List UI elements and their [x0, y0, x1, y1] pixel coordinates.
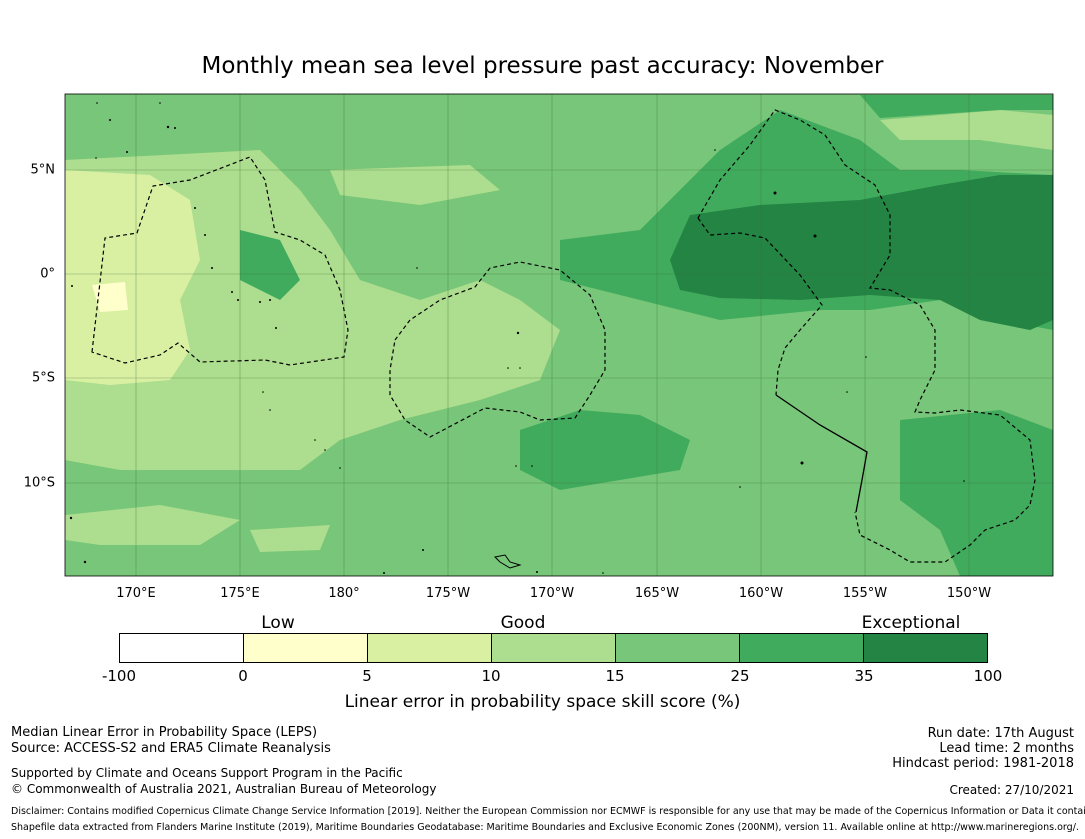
footer-lead-time: Lead time: 2 months: [939, 741, 1074, 756]
colorbar-tick: -100: [101, 667, 137, 685]
lon-tick: 175°E: [220, 586, 260, 601]
island-marks: [69, 102, 965, 574]
footer-method: Median Linear Error in Probability Space…: [11, 725, 318, 740]
skill-region-mid-green: [860, 95, 1053, 118]
lon-tick: 160°W: [738, 586, 784, 601]
colorbar-swatch: [864, 634, 987, 662]
footer-created: Created: 27/10/2021: [949, 783, 1074, 797]
lon-tick: 150°W: [946, 586, 992, 601]
footer-support: Supported by Climate and Oceans Support …: [11, 766, 403, 780]
skill-region-light-green: [880, 110, 1053, 150]
lon-tick: 180°: [328, 586, 360, 601]
lon-tick: 165°W: [634, 586, 680, 601]
eez-boundary-tuvalu: [91, 156, 349, 366]
colorbar-tick: 10: [481, 667, 501, 685]
colorbar-swatch: [740, 634, 864, 662]
colorbar-swatch: [368, 634, 492, 662]
lon-tick: 175°W: [425, 586, 471, 601]
colorbar-swatch: [616, 634, 740, 662]
map-title: Monthly mean sea level pressure past acc…: [201, 53, 884, 79]
colorbar-tick: 0: [238, 667, 248, 685]
legend-colorbar: [119, 633, 988, 663]
colorbar-tick: 25: [730, 667, 750, 685]
colorbar-label: Linear error in probability space skill …: [344, 692, 741, 712]
colorbar-tick: 100: [973, 667, 1003, 685]
skill-region-mid-green: [900, 410, 1053, 576]
lat-tick: 5°S: [31, 370, 55, 386]
skill-region-light-green: [65, 505, 240, 545]
map-frame: [64, 93, 1054, 577]
footer-hindcast-period: Hindcast period: 1981-2018: [892, 756, 1074, 771]
eez-boundary-solid: [775, 394, 868, 513]
footer-shapefile-credit: Shapefile data extracted from Flanders M…: [11, 822, 1079, 833]
legend-category-good: Good: [500, 613, 546, 633]
footer-disclaimer: Disclaimer: Contains modified Copernicus…: [11, 806, 1085, 817]
skill-region-mid-green: [240, 230, 300, 300]
colorbar-swatch: [492, 634, 616, 662]
lat-tick: 5°N: [30, 162, 56, 178]
colorbar-tick: 15: [605, 667, 625, 685]
skill-region-light-green: [250, 525, 330, 552]
lat-tick: 10°S: [23, 475, 55, 491]
footer-source: Source: ACCESS-S2 and ERA5 Climate Reana…: [11, 741, 331, 756]
legend-category-low: Low: [261, 613, 295, 633]
lon-tick: 170°E: [116, 586, 156, 601]
lon-tick: 170°W: [529, 586, 575, 601]
map-gridlines: [65, 94, 1053, 576]
skill-region-dark-green: [670, 175, 1053, 330]
skill-region-mid-green: [520, 410, 690, 490]
colorbar-swatch: [120, 634, 244, 662]
colorbar-tick: 5: [362, 667, 372, 685]
eez-boundary-kiribati-phoenix: [697, 217, 823, 396]
skill-region-yellow-green: [65, 170, 200, 385]
legend-category-exceptional: Exceptional: [861, 613, 961, 633]
lat-tick: 0°: [40, 266, 55, 282]
lon-tick: 155°W: [842, 586, 888, 601]
eez-boundary-tokelau: [389, 261, 606, 438]
colorbar-swatch: [244, 634, 368, 662]
colorbar-tick: 35: [854, 667, 874, 685]
skill-region-light-green: [330, 165, 500, 205]
footer-copyright: © Commonwealth of Australia 2021, Austra…: [11, 782, 437, 796]
footer-run-date: Run date: 17th August: [927, 726, 1074, 741]
island-outline: [493, 554, 522, 569]
skill-region-pale-yellow: [92, 282, 128, 312]
eez-boundary-kiribati-line: [697, 109, 1036, 563]
